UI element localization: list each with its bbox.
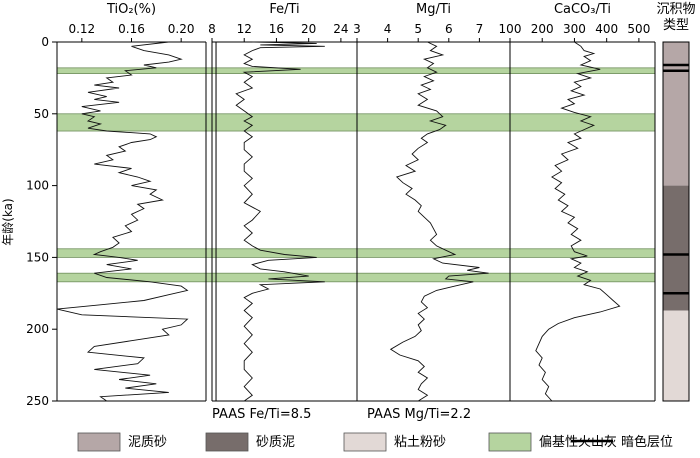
feti-tick-label-4: 24 (333, 22, 348, 36)
tio2-title: TiO₂(%) (106, 2, 156, 17)
caco3ti-tick-label-1: 200 (531, 22, 554, 36)
caco3ti-tick-label-3: 400 (595, 22, 618, 36)
tio2-tick-label-1: 0.16 (118, 22, 145, 36)
panel-feti: 8 12 16 20 24 Fe/Ti PAAS Fe/Ti=8.5 (208, 2, 358, 422)
panels: 0.12 0.16 0.20 TiO₂(%) 8 12 16 20 24 Fe/Ti PAAS Fe… (56, 2, 656, 422)
mgti-tick-label-2: 5 (414, 22, 422, 36)
tio2-tick-label-2: 0.20 (168, 22, 195, 36)
column-frame (662, 41, 690, 402)
mgti-tick-label-0: 3 (353, 22, 361, 36)
y-tick-label-150: 150 (26, 250, 49, 264)
mgti-tick-label-3: 6 (445, 22, 453, 36)
legend-swatch-muddy_sand (77, 432, 121, 452)
legend-swatch-sandy_mud (205, 432, 249, 452)
y-axis: 0 50 100 150 200 250 年龄(ka) (1, 35, 57, 408)
column-unit-clayey_silt (663, 310, 689, 401)
column-title-line1: 沉积物 (656, 2, 695, 17)
ash-band-2 (56, 248, 656, 258)
feti-tick-label-0: 8 (208, 22, 216, 36)
feti-title: Fe/Ti (269, 2, 299, 17)
feti-curve (235, 41, 325, 402)
y-axis-label: 年龄(ka) (1, 198, 15, 245)
mgti-tick-label-4: 7 (476, 22, 484, 36)
feti-ref-label: PAAS Fe/Ti=8.5 (212, 407, 311, 422)
legend-label-sandy_mud: 砂质泥 (256, 435, 295, 450)
legend: 泥质砂 砂质泥 粘土粉砂 偏基性火山灰 暗色层位 (77, 432, 673, 452)
legend-swatch-ash (488, 432, 532, 452)
feti-tick-label-2: 16 (269, 22, 284, 36)
legend-label-ash: 偏基性火山灰 (539, 435, 617, 450)
ash-bands (56, 67, 656, 283)
tio2-curve (56, 41, 189, 402)
legend-swatch-clayey_silt (343, 432, 387, 452)
legend-label-clayey_silt: 粘土粉砂 (394, 435, 446, 450)
caco3ti-curve (535, 41, 621, 402)
column-unit-muddy_sand (663, 42, 689, 186)
panel-tio2: 0.12 0.16 0.20 TiO₂(%) (56, 2, 207, 402)
y-tick-label-250: 250 (26, 394, 49, 408)
ash-band-3 (56, 272, 656, 283)
caco3ti-tick-label-0: 100 (499, 22, 522, 36)
legend-label-dark: 暗色层位 (621, 434, 673, 450)
mgti-ref-label: PAAS Mg/Ti=2.2 (367, 407, 471, 422)
ash-band-1 (56, 113, 656, 132)
column-title-line2: 类型 (663, 18, 689, 33)
mgti-tick-label-1: 4 (384, 22, 392, 36)
y-tick-label-0: 0 (41, 35, 49, 49)
caco3ti-tick-label-2: 300 (563, 22, 586, 36)
panel-mgti: 3 4 5 6 7 Mg/Ti PAAS Mg/Ti=2.2 (353, 2, 511, 422)
panel-caco3ti: 100 200 300 400 500 CaCO₃/Ti (499, 2, 656, 402)
column-unit-sandy_mud (663, 185, 689, 311)
caco3ti-title: CaCO₃/Ti (554, 2, 611, 17)
mgti-title: Mg/Ti (416, 2, 451, 17)
tio2-tick-label-0: 0.12 (68, 22, 95, 36)
mgti-curve (389, 41, 489, 402)
legend-label-muddy_sand: 泥质砂 (128, 435, 167, 450)
y-tick-label-100: 100 (26, 179, 49, 193)
feti-tick-label-3: 20 (301, 22, 316, 36)
feti-tick-label-1: 12 (237, 22, 252, 36)
y-tick-label-50: 50 (34, 107, 49, 121)
y-tick-label-200: 200 (26, 322, 49, 336)
caco3ti-tick-label-4: 500 (627, 22, 650, 36)
